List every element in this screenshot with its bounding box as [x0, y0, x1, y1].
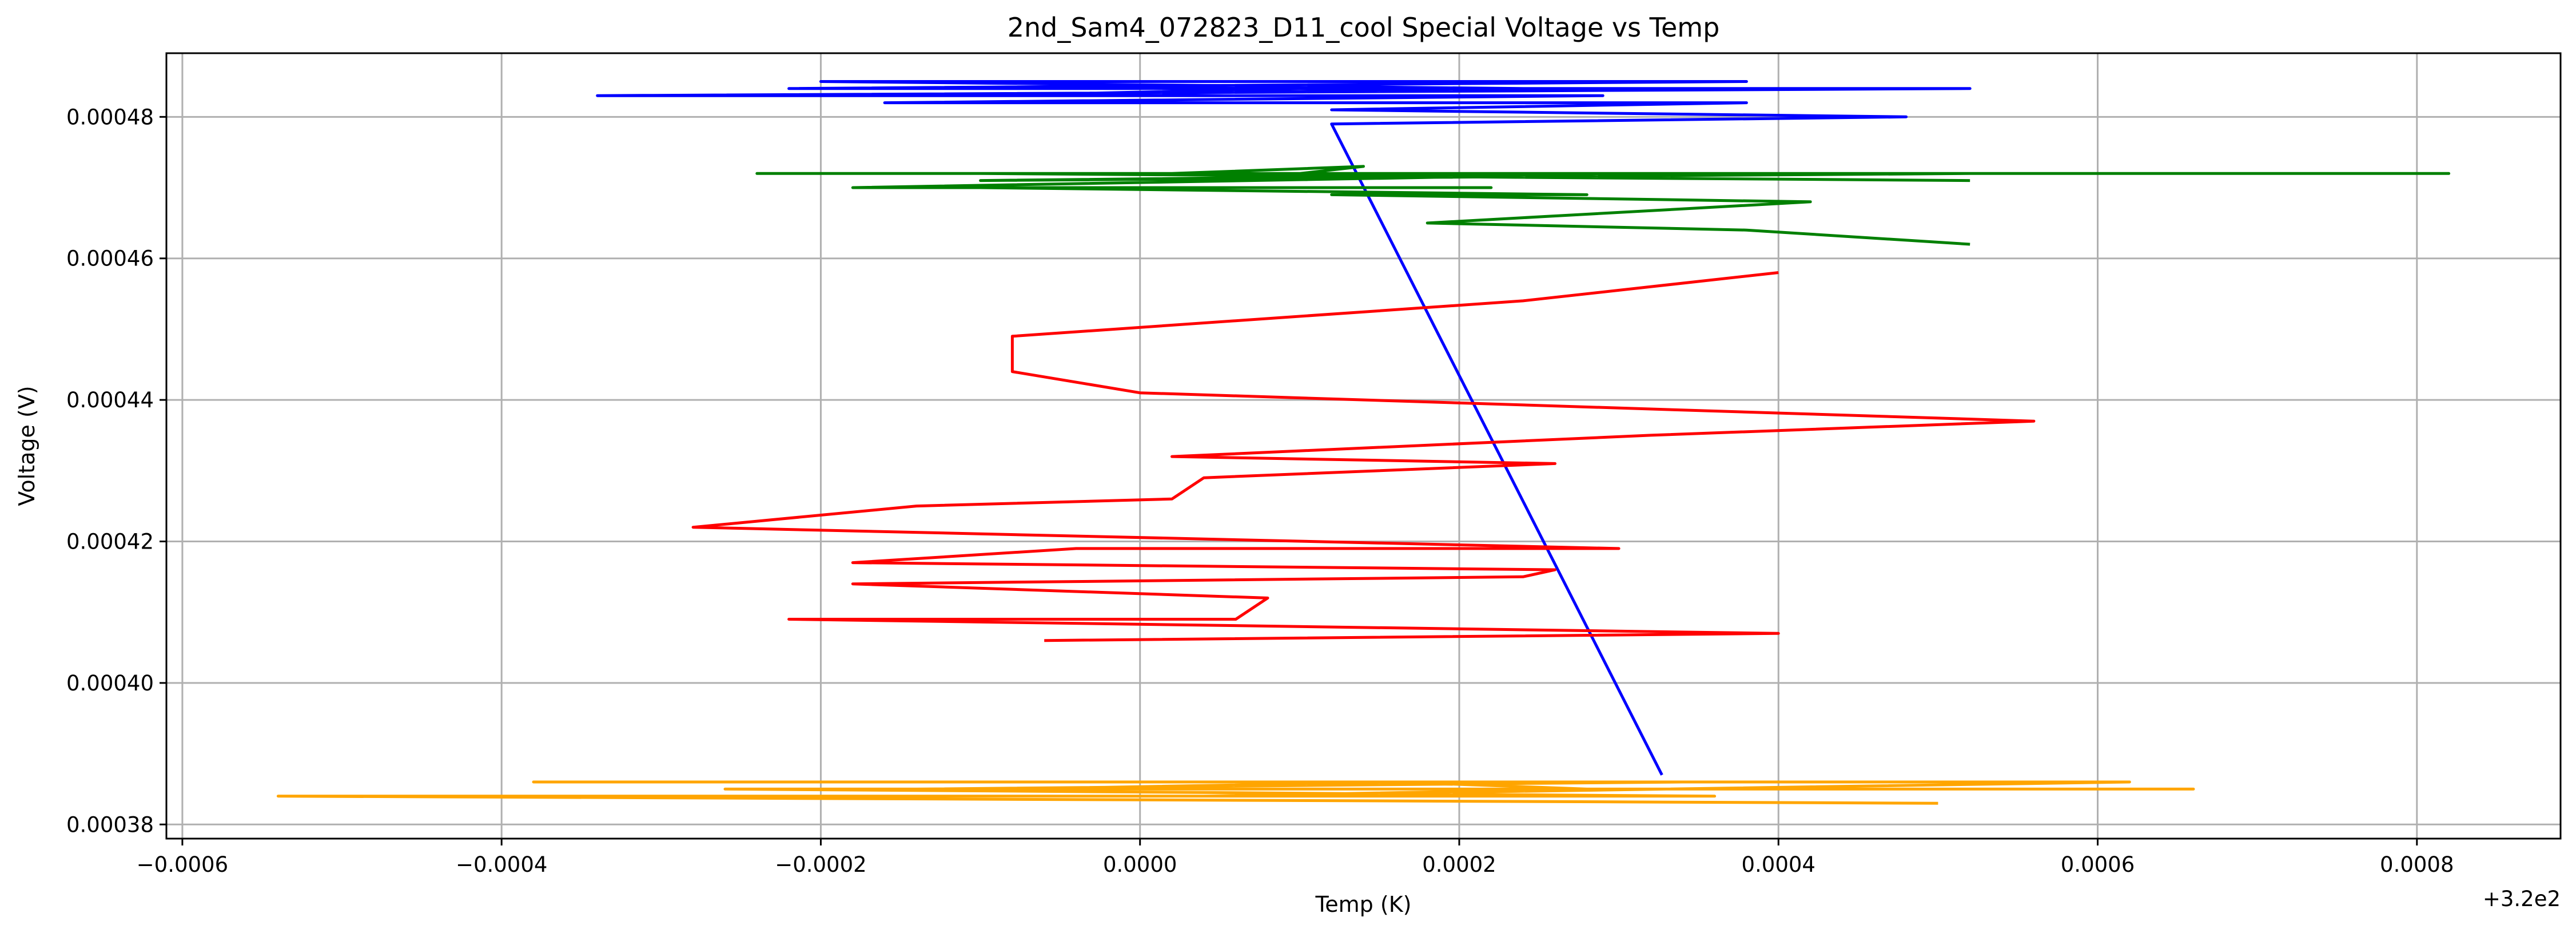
x-tick-label: −0.0004 [456, 852, 547, 877]
x-tick-label: 0.0004 [1742, 852, 1815, 877]
x-tick-label: 0.0000 [1103, 852, 1177, 877]
y-tick-label: 0.00038 [66, 812, 154, 837]
y-tick-label: 0.00042 [66, 529, 154, 554]
x-tick-label: −0.0006 [137, 852, 228, 877]
y-tick-label: 0.00040 [66, 671, 154, 696]
y-tick-label: 0.00048 [66, 105, 154, 129]
x-axis-label: Temp (K) [1315, 892, 1412, 917]
x-axis-offset-label: +3.2e2 [2483, 887, 2561, 911]
axes-frame [165, 52, 2562, 840]
y-tick-label: 0.00046 [66, 247, 154, 271]
chart-title: 2nd_Sam4_072823_D11_cool Special Voltage… [1008, 12, 1720, 43]
x-tick-label: 0.0006 [2061, 852, 2135, 877]
y-axis-label: Voltage (V) [14, 386, 39, 506]
series-group [276, 80, 2451, 805]
ticks: −0.0006 −0.0004 −0.0002 0.0000 0.0002 0.0004 0… [66, 105, 2454, 877]
series-line-orange [276, 780, 2195, 805]
x-tick-label: −0.0002 [775, 852, 866, 877]
x-tick-label: 0.0002 [1422, 852, 1496, 877]
series-line-blue [596, 80, 1972, 776]
series-line-green [755, 165, 2451, 246]
y-tick-label: 0.00044 [66, 388, 154, 412]
x-tick-label: 0.0008 [2380, 852, 2454, 877]
series-line-red [691, 271, 2036, 642]
